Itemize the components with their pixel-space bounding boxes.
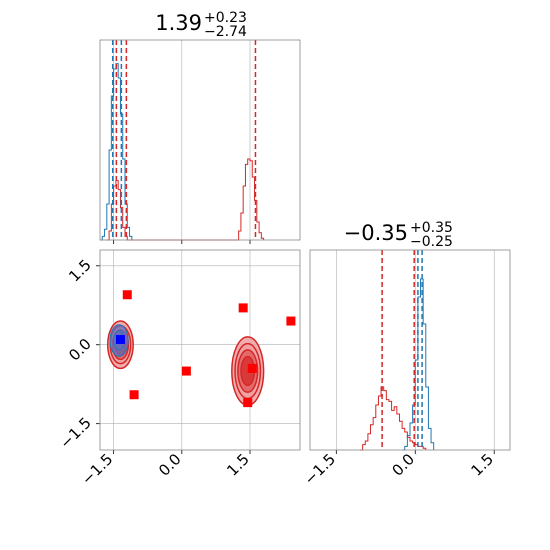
scatter-marker [181,366,191,376]
y-tick-label: 0.0 [65,335,95,365]
panel-title-upper-error: +0.35 [410,220,453,236]
y-tick-label: 1.5 [65,256,95,286]
histogram-series-0 [100,63,133,241]
panel-title-upper-error: +0.23 [204,10,247,26]
panel-title-lower-error: −2.74 [204,24,247,40]
axes-frame [309,249,511,451]
x-tick-label: −1.5 [301,450,339,488]
scatter-marker [238,303,248,313]
axes-frame [99,249,301,451]
panel-title-value: 1.39 [155,11,202,35]
histogram-panel-param1: 1.39 +0.23 −2.74 [99,10,301,244]
histogram-panel-param2: −0.35 +0.35 −0.25 −1.5 0.0 1.5 [301,220,511,489]
histogram-series-1 [360,386,427,451]
x-tick-label: 1.5 [467,450,497,480]
x-tick-label: 0.0 [155,450,185,480]
x-tick-label: 1.5 [223,450,253,480]
scatter-marker [129,390,139,400]
scatter-marker [115,334,125,344]
x-tick-label: 0.0 [388,450,418,480]
panel-title-lower-error: −0.25 [410,234,453,250]
scatter-contour-panel: −1.5 0.0 1.5 1.5 0.0 −1.5 [56,249,301,489]
histogram-series-1 [106,158,265,241]
axes-frame [99,39,301,241]
scatter-marker [122,290,132,300]
scatter-marker [243,398,253,408]
scatter-marker [286,316,296,326]
scatter-marker [247,363,257,373]
y-tick-label: −1.5 [56,414,94,452]
panel-title-value: −0.35 [344,221,408,245]
x-tick-label: −1.5 [78,450,116,488]
